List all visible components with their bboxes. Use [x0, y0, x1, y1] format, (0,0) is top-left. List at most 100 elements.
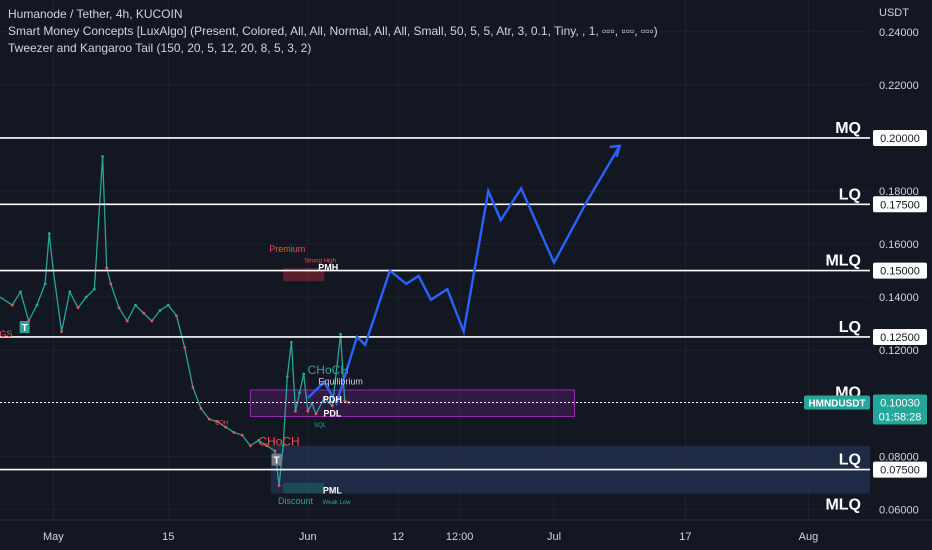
price-point	[150, 319, 154, 323]
chart-legend: Humanode / Tether, 4h, KUCOIN Smart Mone…	[8, 6, 658, 57]
price-point	[175, 314, 178, 318]
zone-equilibrium	[249, 389, 576, 418]
price-point	[302, 372, 306, 376]
price-point	[183, 346, 187, 349]
level-price-tag-box	[873, 262, 927, 279]
price-point	[125, 319, 129, 323]
price-point	[294, 409, 297, 413]
time-axis-tick: Jun	[299, 531, 317, 543]
price-point	[101, 155, 104, 158]
price-point	[76, 306, 80, 310]
price-axis-tick: 0.24000	[879, 27, 919, 39]
level-label: MQ	[835, 120, 861, 137]
level-price-tag-box	[873, 461, 927, 478]
tweezer-marker: T	[22, 323, 28, 334]
price-point	[117, 306, 121, 310]
price-point	[314, 412, 318, 416]
price-point	[289, 340, 293, 344]
price-point	[207, 417, 211, 421]
annotation-eqh: EQH	[215, 420, 228, 426]
price-point	[322, 396, 326, 400]
price-point	[60, 330, 63, 334]
price-point	[68, 290, 72, 294]
price-point	[339, 332, 343, 336]
annotation-premium: Premium	[269, 244, 305, 254]
symbol-tag: HMNDUSDT	[808, 398, 865, 409]
price-point	[285, 375, 289, 379]
price-point	[248, 444, 252, 448]
annotation-pdl: PDL	[323, 409, 342, 419]
price-axis-tick: 0.12000	[879, 345, 919, 357]
annotation-weak-low: Weak Low	[323, 500, 352, 506]
projection-arrowhead	[609, 144, 622, 158]
indicator-smc-label[interactable]: Smart Money Concepts [LuxAlgo] (Present,…	[8, 24, 658, 38]
annotation-equilibrium: Equilibrium	[318, 377, 363, 387]
price-point	[47, 232, 51, 235]
price-point	[105, 266, 109, 270]
price-point	[191, 385, 195, 389]
level-price-tag: 0.15000	[880, 266, 920, 278]
price-axis-unit: USDT	[879, 7, 909, 19]
price-point	[257, 439, 260, 442]
annotation-choch: CHoCH	[308, 363, 349, 377]
price-axis-tick: 0.14000	[879, 292, 919, 304]
indicator-tweezer-label[interactable]: Tweezer and Kangaroo Tail (150, 20, 5, 1…	[8, 41, 312, 55]
level-price-tag: 0.17500	[880, 199, 920, 211]
level-label: LQ	[839, 319, 861, 336]
level-label: LQ	[839, 186, 861, 203]
price-axis-tick: 0.16000	[879, 239, 919, 251]
annotation-choch: CHoCH	[258, 435, 299, 449]
time-axis-background	[0, 520, 870, 550]
price-point	[19, 290, 22, 294]
last-price-value: 0.10030	[880, 397, 920, 409]
level-label: LQ	[839, 452, 861, 469]
price-point	[240, 433, 244, 437]
price-point	[92, 287, 96, 291]
level-price-tag-box	[873, 196, 927, 213]
price-point	[142, 311, 146, 315]
level-price-tag-box	[873, 129, 927, 146]
tweezer-marker: T	[274, 456, 280, 467]
tweezer-marker-box	[19, 320, 30, 333]
price-point	[331, 404, 334, 408]
annotation-discount: Discount	[278, 496, 314, 506]
price-point	[277, 484, 281, 487]
price-point	[343, 399, 347, 403]
price-point	[281, 444, 285, 448]
annotation-ggs: GGS	[0, 329, 12, 339]
last-price-box	[873, 394, 927, 425]
price-point	[273, 449, 277, 453]
price-point	[35, 303, 39, 307]
price-axis-tick: 0.18000	[879, 186, 919, 198]
price-axis-tick: 0.08000	[879, 451, 919, 463]
level-price-tag-box	[873, 328, 927, 345]
level-price-tag: 0.20000	[880, 133, 920, 145]
annotation-pmh: PMH	[318, 263, 338, 273]
annotation-strong-high: Strong High	[304, 259, 336, 265]
time-axis-tick: Jul	[547, 531, 561, 543]
time-axis-tick: 15	[162, 531, 174, 543]
price-point	[10, 303, 14, 307]
annotation-sql: SQL	[314, 423, 327, 429]
annotation-pdh: PDH	[323, 394, 342, 404]
price-point	[298, 391, 301, 395]
symbol-tag-box	[804, 395, 870, 410]
symbol-title[interactable]: Humanode / Tether, 4h, KUCOIN	[8, 7, 183, 21]
time-axis-tick: Aug	[799, 531, 819, 543]
price-point	[166, 303, 170, 307]
price-point	[199, 407, 203, 410]
price-point	[224, 425, 228, 429]
price-axis-tick: 0.22000	[879, 80, 919, 92]
level-label: MLQ	[825, 497, 861, 514]
time-axis-tick: 12	[392, 531, 404, 543]
price-point	[84, 295, 88, 299]
price-point	[109, 282, 113, 286]
price-point	[232, 431, 236, 434]
time-axis-tick: 12:00	[446, 531, 474, 543]
zone-discount	[283, 482, 325, 494]
annotation-pml: PML	[323, 485, 343, 495]
price-point	[43, 282, 47, 286]
last-price-countdown: 01:58:28	[879, 411, 922, 423]
price-point	[306, 409, 310, 413]
